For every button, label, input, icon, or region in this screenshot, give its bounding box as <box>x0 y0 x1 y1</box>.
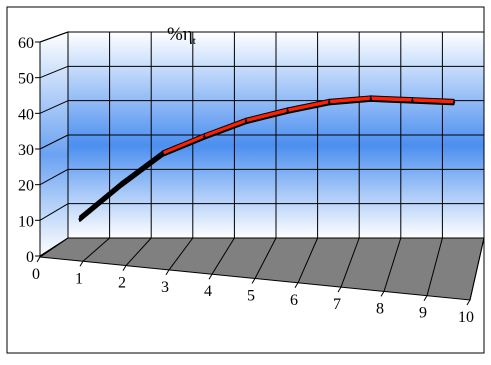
x-tick-mark <box>251 278 256 284</box>
x-axis: 0 1 2 3 4 5 6 7 8 9 10 <box>32 256 474 326</box>
floor-divider <box>469 237 485 301</box>
x-tick-mark <box>165 269 170 276</box>
data-point <box>328 101 331 104</box>
y-tick-label: 10 <box>18 213 34 230</box>
x-tick-mark <box>294 282 299 289</box>
floor-divider <box>168 237 194 271</box>
x-tick-label: 6 <box>290 292 298 309</box>
x-tick-label: 10 <box>458 309 474 326</box>
x-tick-mark <box>208 273 213 280</box>
floor-divider <box>82 237 110 262</box>
grid-line-side <box>39 65 69 79</box>
y-tick-label: 30 <box>18 142 34 159</box>
floor-divider <box>383 237 402 292</box>
series-line <box>78 99 455 222</box>
x-tick-mark <box>79 261 84 267</box>
x-tick-label: 4 <box>204 283 212 300</box>
side-wall <box>39 31 69 257</box>
floor-divider <box>340 237 360 288</box>
x-tick-mark <box>423 295 428 301</box>
data-point <box>244 120 248 123</box>
y-axis-label: %ηt <box>167 24 196 47</box>
floor-divider <box>254 237 277 279</box>
data-point <box>120 183 123 186</box>
x-tick-label: 2 <box>118 275 126 292</box>
floor-divider <box>426 237 443 296</box>
floor-divider <box>211 237 235 275</box>
x-tick-mark <box>380 291 385 297</box>
grid-line-side <box>39 100 69 114</box>
y-tick-label: 0 <box>26 249 34 266</box>
x-tick-label: 0 <box>32 266 40 283</box>
x-tick-label: 8 <box>376 300 384 317</box>
x-tick-mark <box>466 299 471 306</box>
x-tick-mark <box>122 265 127 271</box>
x-tick-mark <box>337 286 342 293</box>
floor-dividers <box>39 237 485 301</box>
y-axis: 0 10 20 30 40 50 60 <box>18 35 40 266</box>
y-tick-label: 40 <box>18 106 34 123</box>
x-tick-label: 7 <box>333 296 341 313</box>
grid-line-side <box>39 31 69 43</box>
data-point <box>286 109 289 113</box>
data-point <box>161 152 164 156</box>
data-point <box>203 135 206 138</box>
x-tick-mark <box>36 256 41 263</box>
x-tick-label: 5 <box>247 288 255 305</box>
data-point <box>452 101 456 104</box>
grid-line-side <box>39 134 69 150</box>
grid-line-side <box>39 168 69 186</box>
x-tick-label: 3 <box>161 279 169 296</box>
data-point <box>369 97 372 101</box>
floor-divider <box>39 237 69 258</box>
y-tick-label: 60 <box>18 35 34 52</box>
data-point <box>411 99 414 102</box>
floor-divider <box>297 237 319 284</box>
y-tick-label: 20 <box>18 178 34 195</box>
series-1 <box>78 95 456 223</box>
floor-divider <box>125 237 152 266</box>
y-tick-label: 50 <box>18 71 34 88</box>
data-point <box>78 217 81 221</box>
x-tick-label: 9 <box>419 305 427 322</box>
grid-line-side <box>39 203 69 221</box>
x-tick-label: 1 <box>75 270 83 287</box>
